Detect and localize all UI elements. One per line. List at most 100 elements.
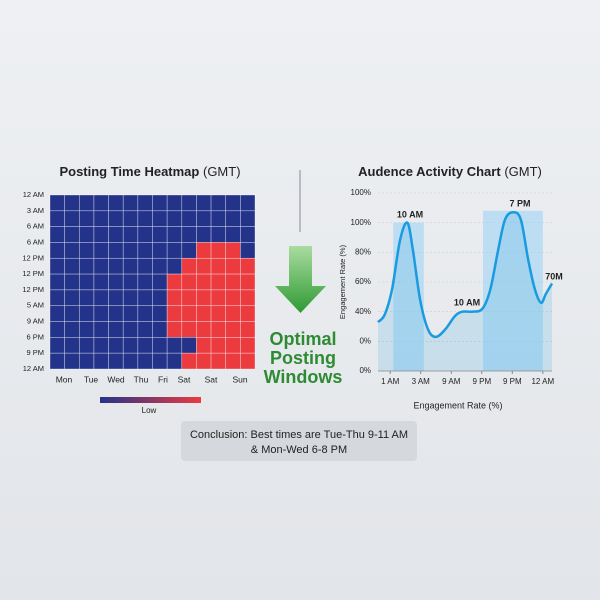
heat-cell [152, 210, 168, 227]
column-label: Sat [205, 374, 218, 384]
area [378, 212, 552, 371]
heat-cell [181, 321, 197, 338]
heat-cell [108, 305, 124, 322]
heat-cell [166, 226, 183, 243]
heat-cell [196, 226, 212, 243]
heat-cell [181, 337, 197, 354]
y-tick-label: 0% [359, 366, 371, 375]
heat-cell [210, 352, 227, 370]
heatmap-title: Posting Time Heatmap (GMT) [59, 164, 240, 179]
heat-cell [240, 273, 256, 291]
heat-cell [240, 242, 256, 259]
heat-cell [196, 210, 212, 227]
heat-cell [225, 242, 241, 259]
colorbar [100, 397, 201, 403]
heat-cell [137, 273, 153, 291]
heat-cell [181, 226, 197, 243]
title-note: (GMT) [504, 164, 542, 179]
heat-cell [166, 337, 183, 354]
heat-cell [181, 273, 197, 291]
heat-cell [152, 305, 168, 322]
heat-cell [196, 242, 212, 259]
heat-cell [152, 289, 168, 307]
heat-cell [225, 210, 241, 227]
heat-cell [166, 289, 183, 307]
heat-cell [225, 289, 241, 307]
heat-cell [93, 273, 109, 291]
heat-cell [181, 194, 197, 212]
row-label: 3 AM [27, 206, 44, 215]
heat-cell [93, 210, 109, 227]
heat-cell [122, 321, 139, 338]
heat-cell [108, 273, 124, 291]
heat-cell [108, 242, 124, 259]
line-title: Audence Activity Chart (GMT) [358, 164, 542, 179]
highlight-band [483, 210, 543, 371]
heat-cell [166, 273, 183, 291]
heat-cell [152, 194, 168, 212]
heat-cell [122, 210, 139, 227]
heat-cell [152, 257, 168, 275]
x-tick-label: 9 PM [472, 377, 491, 386]
heat-cell [137, 226, 153, 243]
annotation: 70M [545, 271, 563, 281]
heat-cell [64, 210, 80, 227]
annotation: 10 AM [397, 209, 423, 219]
heat-cell [225, 352, 241, 370]
heat-cell [122, 226, 139, 243]
heat-cell [108, 226, 124, 243]
heat-cell [240, 352, 256, 370]
heat-cell [49, 226, 65, 243]
row-label: 12 PM [22, 285, 44, 294]
heat-cell [240, 194, 256, 212]
heat-cell [196, 289, 212, 307]
heat-cell [137, 289, 153, 307]
heat-cell [210, 273, 227, 291]
x-tick-label: 1 AM [381, 377, 400, 386]
line [377, 211, 554, 339]
heat-cell [210, 242, 227, 259]
heat-cell [78, 210, 95, 227]
heat-cell [78, 226, 95, 243]
heat-cell [122, 289, 139, 307]
row-label: 6 AM [27, 222, 44, 231]
heat-cell [166, 210, 183, 227]
y-tick-label: 0% [359, 336, 371, 345]
heat-cell [64, 257, 80, 275]
heat-cell [225, 337, 241, 354]
heat-cell [166, 305, 183, 322]
heat-cell [240, 289, 256, 307]
heat-cell [122, 352, 139, 370]
heat-cell [93, 242, 109, 259]
heat-cell [78, 242, 95, 259]
heat-cell [137, 257, 153, 275]
row-label: 9 AM [27, 317, 44, 326]
heat-cell [64, 321, 80, 338]
heat-cell [166, 321, 183, 338]
x-axis-label: Engagement Rate (%) [413, 400, 502, 410]
heat-cell [137, 210, 153, 227]
heat-cell [108, 337, 124, 354]
heat-cell [64, 273, 80, 291]
heat-cell [181, 242, 197, 259]
heat-cell [210, 321, 227, 338]
heat-cell [93, 305, 109, 322]
y-tick-label: 60% [355, 277, 371, 286]
heat-cell [93, 352, 109, 370]
heat-cell [225, 226, 241, 243]
heat-cell [210, 226, 227, 243]
heat-cell [225, 194, 241, 212]
row-label: 12 PM [22, 269, 44, 278]
heat-cell [137, 352, 153, 370]
row-label: 5 AM [27, 301, 44, 310]
heat-cell [64, 352, 80, 370]
heat-cell [181, 289, 197, 307]
x-tick-label: 9 AM [442, 377, 461, 386]
heat-cell [64, 226, 80, 243]
row-label: 9 PM [26, 348, 44, 357]
column-label: Fri [158, 374, 168, 384]
heat-cell [78, 305, 95, 322]
heat-cell [64, 289, 80, 307]
heat-cell [210, 210, 227, 227]
heat-cell [137, 337, 153, 354]
